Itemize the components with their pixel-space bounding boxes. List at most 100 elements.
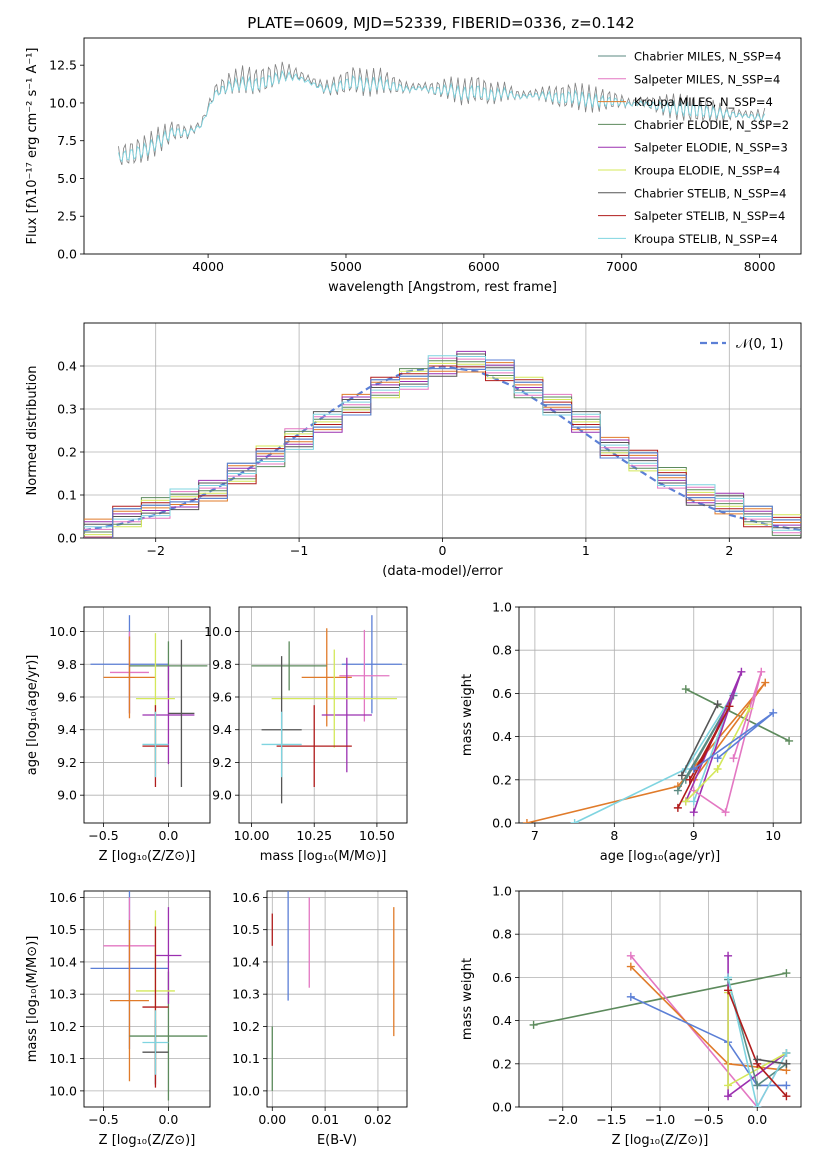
weight-marker <box>785 736 794 745</box>
x-tick-label: −2 <box>146 543 164 558</box>
y-tick-label: 0.3 <box>57 402 77 417</box>
weight-line <box>681 703 719 776</box>
x-tick-label: 10.50 <box>359 828 395 843</box>
y-tick-label: 0.8 <box>492 927 512 942</box>
legend-label: Chabrier ELODIE, N_SSP=2 <box>634 118 789 132</box>
y-tick-label: 0.1 <box>57 488 77 503</box>
weight-marker <box>753 1055 762 1064</box>
x-tick-label: 2 <box>725 543 733 558</box>
weight-marker <box>721 808 730 817</box>
axes-frame <box>83 890 211 1108</box>
y-tick-label: 9.6 <box>57 690 77 705</box>
y-tick-label: 9.2 <box>212 755 232 770</box>
x-axis-label: (data-model)/error <box>382 564 503 579</box>
y-tick-label: 10.5 <box>232 922 260 937</box>
x-tick-label: 4000 <box>192 259 224 274</box>
weight-marker <box>713 754 722 763</box>
x-tick-label: 0.01 <box>311 1112 339 1127</box>
x-tick-label: 0.0 <box>747 1112 767 1127</box>
weight-line <box>757 1058 787 1065</box>
y-tick-label: 0.2 <box>492 1056 512 1071</box>
y-tick-label: 10.4 <box>232 954 260 969</box>
panel-mass-vs-EBV: 0.00 0.01 0.02 10.0 10.1 10.2 10.3 10.4 10.5 10.6… <box>232 890 408 1148</box>
weight-line <box>630 996 787 1087</box>
weight-marker <box>724 951 733 960</box>
x-tick-label: 0.0 <box>158 828 178 843</box>
x-axis-label: Z [log₁₀(Z/Z⊙)] <box>612 1133 709 1148</box>
weight-marker <box>570 819 579 823</box>
y-axis-label: Flux [fλ10⁻¹⁷ erg cm⁻² s⁻¹ A⁻¹] <box>25 48 40 245</box>
panel-spectrum: 4000 5000 6000 7000 8000 0.0 2.5 5.0 7.5 10.0 12.5… <box>25 37 802 295</box>
histogram-series <box>84 350 801 526</box>
weight-marker <box>753 1103 762 1107</box>
x-tick-label: 0.02 <box>364 1112 392 1127</box>
y-tick-label: 0.0 <box>492 816 512 831</box>
plot-area <box>84 350 801 538</box>
x-axis-label: age [log₁₀(age/yr)] <box>600 849 721 864</box>
x-axis-label: wavelength [Angstrom, rest frame] <box>328 280 557 295</box>
y-tick-label: 10.2 <box>232 1019 260 1034</box>
weight-marker <box>522 819 531 823</box>
weight-line <box>727 977 788 1107</box>
weight-marker <box>713 765 722 773</box>
weight-marker <box>529 1020 538 1029</box>
weight-marker <box>681 685 690 694</box>
weight-marker <box>782 969 791 978</box>
histogram-series <box>84 360 801 536</box>
panel-age-vs-mass: 10.00 10.25 10.50 9.0 9.2 9.4 9.6 9.8 10.0 mass [… <box>204 606 408 864</box>
y-tick-label: 0.2 <box>492 772 512 787</box>
y-tick-label: 12.5 <box>49 58 77 73</box>
x-axis-label: Z [log₁₀(Z/Z⊙)] <box>99 849 196 864</box>
y-tick-label: 9.6 <box>212 690 232 705</box>
y-tick-label: 10.4 <box>49 954 77 969</box>
y-tick-label: 1.0 <box>492 884 512 899</box>
weight-marker <box>626 951 635 960</box>
y-axis-label: age [log₁₀(age/yr)] <box>25 655 40 776</box>
weight-line <box>693 671 763 814</box>
weight-marker <box>689 765 698 773</box>
axes-frame <box>266 890 408 1108</box>
x-tick-label: 10.00 <box>234 828 270 843</box>
y-tick-label: 0.6 <box>492 970 512 985</box>
weight-marker <box>724 1081 733 1090</box>
x-tick-label: −1.0 <box>645 1112 675 1127</box>
y-tick-label: 0.6 <box>492 686 512 701</box>
panel-mass-vs-Z: −0.5 0.0 10.0 10.1 10.2 10.3 10.4 10.5 10.6 Z [lo… <box>25 890 211 1148</box>
y-tick-label: 10.0 <box>232 1083 260 1098</box>
panel-age-vs-Z: −0.5 0.0 9.0 9.2 9.4 9.6 9.8 10.0 Z [log₁₀(Z/Z⊙)… <box>25 606 211 864</box>
weight-marker <box>724 1092 733 1101</box>
x-tick-label: 0.00 <box>258 1112 286 1127</box>
weight-marker <box>685 775 694 784</box>
y-tick-label: 2.5 <box>57 209 77 224</box>
weight-marker <box>782 1059 791 1068</box>
y-tick-label: 5.0 <box>57 171 77 186</box>
x-tick-label: 0.0 <box>158 1112 178 1127</box>
x-tick-label: 7 <box>531 828 539 843</box>
weight-marker <box>689 808 698 817</box>
weight-marker <box>689 797 698 806</box>
panel-residuals: −2 −1 0 1 2 0.0 0.1 0.2 0.3 0.4 (data-model)/error… <box>25 322 802 579</box>
plot-area <box>251 615 402 804</box>
x-tick-label: 9 <box>690 828 698 843</box>
histogram-series <box>84 357 801 534</box>
legend-label: 𝒩(0, 1) <box>736 337 783 352</box>
weight-marker <box>757 667 766 676</box>
plot-area <box>529 951 791 1107</box>
x-tick-label: 8 <box>610 828 618 843</box>
axes-frame <box>83 322 802 539</box>
y-tick-label: 0.4 <box>492 1013 512 1028</box>
weight-marker <box>782 1049 791 1057</box>
y-tick-label: 0.8 <box>492 643 512 658</box>
axes-frame <box>83 606 211 824</box>
y-tick-label: 10.0 <box>49 95 77 110</box>
panel-massweight-vs-Z: −2.0 −1.5 −1.0 −0.5 0.0 0.0 0.2 0.4 0.6 0.8 1.0 Z [… <box>460 884 802 1148</box>
x-tick-label: −1.5 <box>596 1112 626 1127</box>
weight-line <box>526 682 766 823</box>
weight-marker <box>725 702 734 711</box>
histogram-series <box>84 359 801 538</box>
x-tick-label: 8000 <box>744 259 776 274</box>
x-axis-label: mass [log₁₀(M/M⊙)] <box>260 849 387 864</box>
x-tick-label: 7000 <box>606 259 638 274</box>
y-tick-label: 7.5 <box>57 133 77 148</box>
